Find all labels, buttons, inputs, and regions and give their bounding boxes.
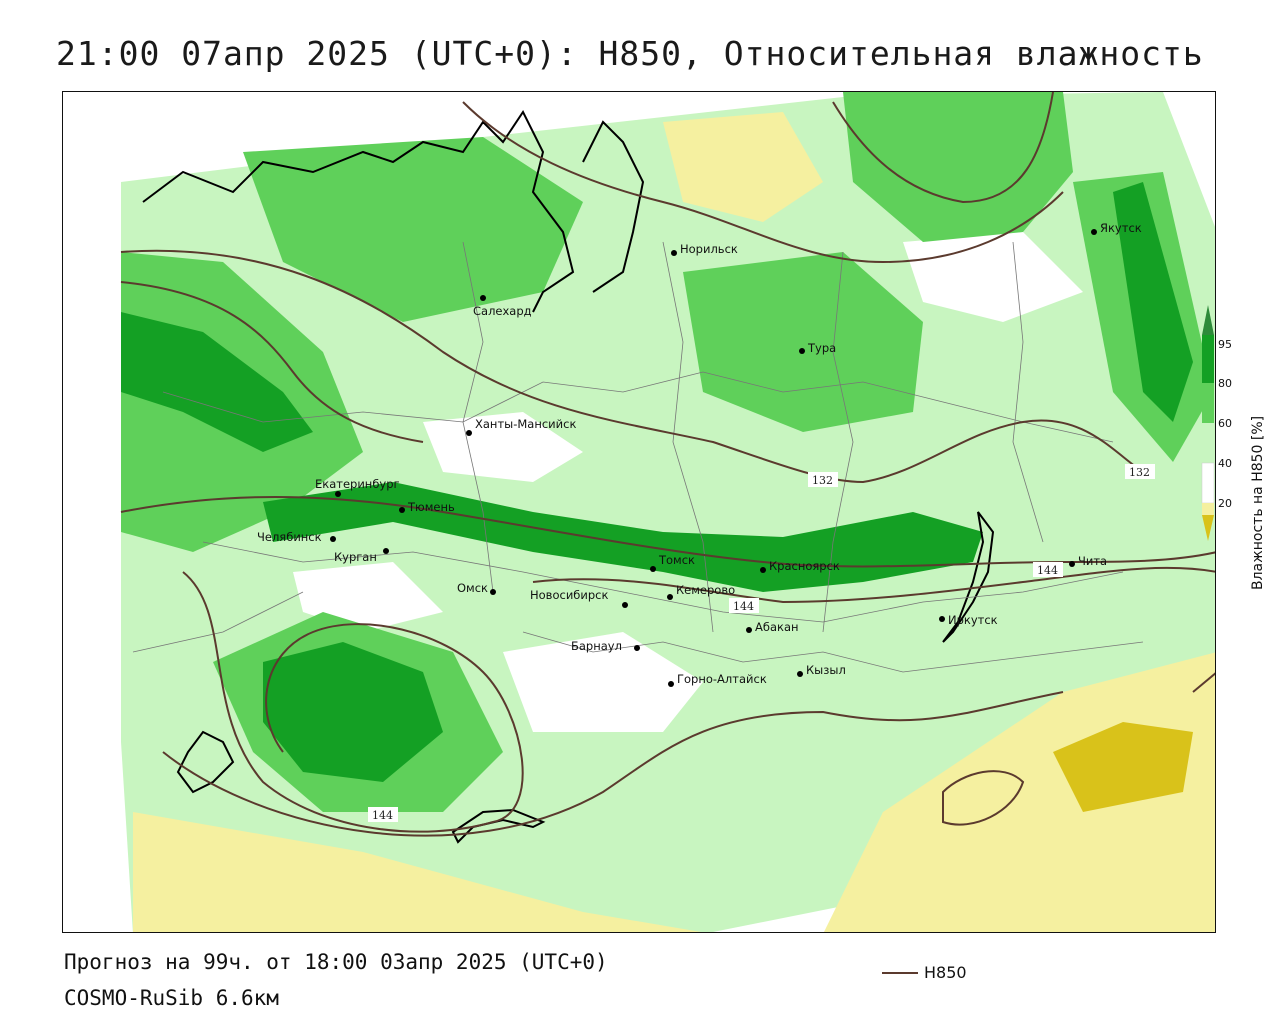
city-label: Красноярск <box>769 559 840 573</box>
city-labels: Норильск Якутск Салехард Тура Ханты-Манс… <box>257 221 1142 686</box>
coastline-arctic <box>142 110 645 313</box>
h850-isolines <box>120 92 1215 837</box>
city-label: Абакан <box>755 620 799 634</box>
colorbar-tick: 40 <box>1218 457 1232 470</box>
isoline-swatch <box>882 971 918 974</box>
city-label: Кызыл <box>806 663 846 677</box>
forecast-info: Прогноз на 99ч. от 18:00 03апр 2025 (UTC… <box>64 950 608 974</box>
colorbar-tick: 20 <box>1218 497 1232 510</box>
isoline-label: 144 <box>733 600 754 613</box>
city-label: Салехард <box>473 304 532 318</box>
isoline-label: 144 <box>372 809 393 822</box>
isoline-label: 144 <box>1037 564 1058 577</box>
dry-area-south <box>133 812 702 932</box>
map-canvas: 132 132 144 144 144 <box>120 92 1215 932</box>
coastline-caspian <box>176 730 235 794</box>
city-label: Норильск <box>680 242 738 256</box>
humid-band-west <box>121 312 313 452</box>
city-label: Иркутск <box>948 613 998 627</box>
city-label: Курган <box>334 550 377 564</box>
city-label: Екатеринбург <box>315 477 400 491</box>
dry-area-north <box>663 112 823 222</box>
dry-patch-center <box>423 412 583 482</box>
dry-patch-altai <box>503 632 703 732</box>
moist-area-north <box>243 137 583 322</box>
city-label: Челябинск <box>257 530 322 544</box>
city-label: Тура <box>807 341 836 355</box>
moist-area-yakutia <box>843 92 1073 242</box>
coastline-baikal <box>942 511 995 643</box>
city-label: Чита <box>1078 554 1107 568</box>
colorbar-title: Влажность на H850 [%] <box>1250 415 1266 590</box>
city-label: Кемерово <box>676 583 735 597</box>
map-title: 21:00 07апр 2025 (UTC+0): H850, Относите… <box>56 34 1204 73</box>
map-area[interactable]: 132 132 144 144 144 <box>62 91 1216 933</box>
city-label: Якутск <box>1100 221 1142 235</box>
coastline-balkhash <box>451 808 546 844</box>
city-label: Горно-Алтайск <box>677 672 767 686</box>
colorbar-tick: 95 <box>1218 338 1232 351</box>
city-label: Омск <box>457 581 488 595</box>
region-borders <box>132 241 1144 673</box>
humid-band-east <box>1113 182 1193 422</box>
humidity-colorbar: 95 80 60 40 20 <box>1201 305 1232 541</box>
isoline-label: 132 <box>812 474 833 487</box>
city-label: Томск <box>658 553 695 567</box>
colorbar-tick: 60 <box>1218 417 1232 430</box>
colorbar-tick: 80 <box>1218 377 1232 390</box>
dry-area-southeast <box>823 652 1215 932</box>
isoline-legend-label: H850 <box>924 963 967 982</box>
city-label: Ханты-Мансийск <box>475 417 576 431</box>
model-name: COSMO-RuSib 6.6км <box>64 986 279 1010</box>
moist-area-central <box>683 252 923 432</box>
isoline-label: 132 <box>1129 466 1150 479</box>
city-label: Новосибирск <box>530 588 608 602</box>
city-markers <box>330 229 1097 687</box>
city-label: Тюмень <box>407 500 455 514</box>
isoline-labels: 132 132 144 144 144 <box>368 464 1155 822</box>
very-dry-area <box>1053 722 1193 812</box>
city-label: Барнаул <box>571 639 622 653</box>
humid-core-southwest <box>263 642 443 782</box>
isoline-legend: H850 <box>882 963 967 982</box>
